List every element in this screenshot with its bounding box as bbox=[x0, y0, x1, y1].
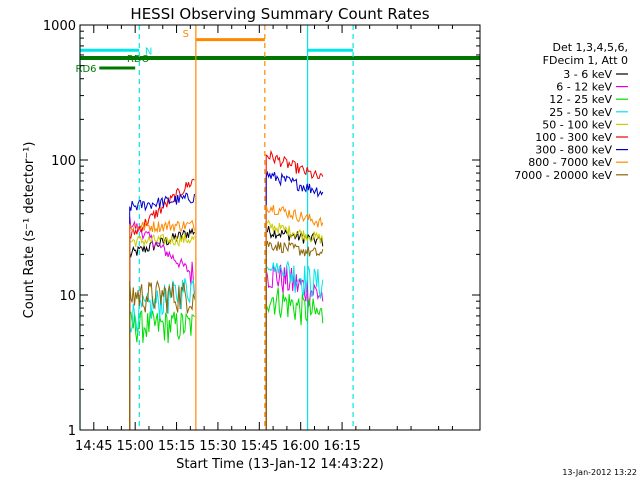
plot-frame bbox=[79, 24, 481, 431]
x-tick-label: 15:00 bbox=[116, 439, 153, 454]
series-line-6 bbox=[265, 170, 324, 430]
flag-label-n: N bbox=[145, 46, 152, 57]
x-axis-label: Start Time (13-Jan-12 14:43:22) bbox=[176, 457, 384, 472]
x-tick-label: 15:30 bbox=[199, 439, 236, 454]
legend-entry-label: 6 - 12 keV bbox=[556, 81, 612, 94]
legend-header-line-2: FDecim 1, Att 0 bbox=[543, 54, 628, 67]
y-tick-label: 1 bbox=[68, 424, 76, 439]
legend-entry-label: 7000 - 20000 keV bbox=[514, 169, 612, 182]
legend-entry-label: 3 - 6 keV bbox=[563, 68, 612, 81]
y-tick-label: 100 bbox=[51, 154, 76, 169]
series-line-5 bbox=[129, 178, 195, 430]
y-tick-label: 10 bbox=[59, 289, 76, 304]
series-line-8 bbox=[129, 279, 195, 430]
flag-label-rd6: RD6 bbox=[76, 64, 97, 75]
series-line-0 bbox=[129, 227, 195, 430]
legend: Det 1,3,4,5,6,FDecim 1, Att 03 - 6 keV6 … bbox=[514, 41, 628, 182]
y-tick-label: 1000 bbox=[43, 19, 76, 34]
series-line-6 bbox=[129, 192, 195, 430]
x-tick-label: 15:15 bbox=[158, 439, 195, 454]
legend-entry-label: 50 - 100 keV bbox=[542, 118, 612, 131]
x-tick-label: 14:45 bbox=[75, 439, 112, 454]
flag-label-rdo: RDO bbox=[127, 54, 150, 65]
legend-entry-label: 300 - 800 keV bbox=[535, 144, 612, 157]
axes-group: 14:45 15:00 15:15 15:30 15:45 16:00 16:15 1 10 10… bbox=[43, 19, 480, 454]
series-line-4 bbox=[129, 234, 195, 430]
legend-entry-label: 800 - 7000 keV bbox=[528, 156, 612, 169]
footer-date: 13-Jan-2012 13:22 bbox=[562, 468, 637, 477]
series-line-2 bbox=[265, 287, 324, 430]
legend-header-line-1: Det 1,3,4,5,6, bbox=[552, 41, 628, 54]
series-line-7 bbox=[265, 204, 324, 430]
series-line-8 bbox=[265, 240, 324, 430]
flag-group: N S RDO RD6 bbox=[76, 29, 480, 75]
legend-entry-label: 12 - 25 keV bbox=[549, 93, 612, 106]
series-line-3 bbox=[265, 260, 324, 430]
series-line-4 bbox=[265, 219, 324, 430]
legend-entry-label: 100 - 300 keV bbox=[535, 131, 612, 144]
flag-label-s: S bbox=[183, 29, 189, 40]
x-tick-label: 15:45 bbox=[241, 439, 278, 454]
legend-entry-label: 25 - 50 keV bbox=[549, 106, 612, 119]
chart-title: HESSI Observing Summary Count Rates bbox=[130, 5, 429, 23]
series-group bbox=[129, 149, 324, 430]
series-line-2 bbox=[129, 310, 195, 430]
y-axis-label: Count Rate (s⁻¹ detector⁻¹) bbox=[22, 142, 37, 319]
x-tick-label: 16:15 bbox=[323, 439, 360, 454]
series-line-7 bbox=[129, 219, 195, 430]
x-tick-label: 16:00 bbox=[282, 439, 319, 454]
series-line-1 bbox=[129, 216, 195, 430]
series-line-5 bbox=[265, 149, 324, 430]
